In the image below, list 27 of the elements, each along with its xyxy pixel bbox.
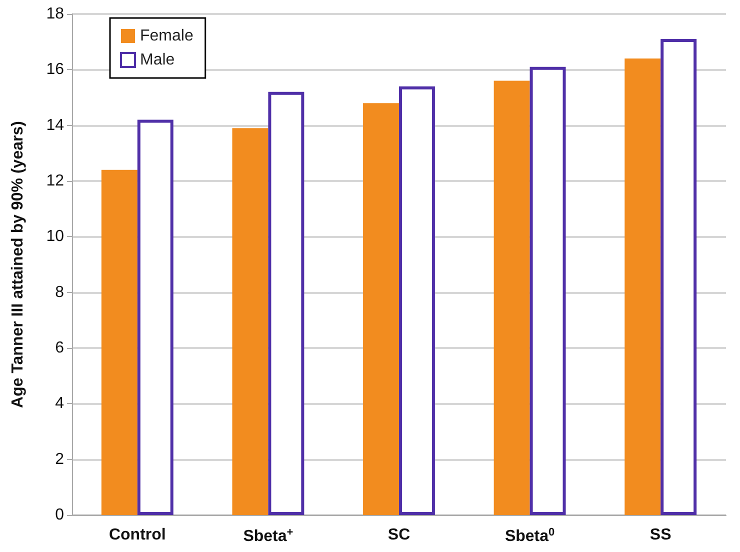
bar <box>624 58 661 515</box>
bar <box>232 128 268 515</box>
y-tick-label: 16 <box>46 61 64 78</box>
x-tick-label: Sbeta+ <box>243 526 294 545</box>
x-tick-label: Control <box>108 526 166 544</box>
bar <box>530 66 566 515</box>
bar <box>494 80 530 515</box>
y-tick-label: 0 <box>55 506 64 524</box>
bar <box>137 120 174 515</box>
x-tick-label: SS <box>650 526 672 544</box>
y-tick-label: 12 <box>46 172 64 190</box>
y-tick-label: 14 <box>46 116 64 134</box>
y-tick-label: 10 <box>46 228 64 246</box>
y-tick-label: 6 <box>55 340 64 356</box>
bar <box>268 92 304 515</box>
legend-label: Female <box>140 28 194 44</box>
y-tick-label: 8 <box>55 284 64 301</box>
legend-label: Male <box>140 52 175 68</box>
y-tick-label: 2 <box>55 450 64 468</box>
y-tick-label: 18 <box>46 6 64 22</box>
bar <box>399 86 435 515</box>
bar <box>101 170 138 515</box>
y-axis-title: Age Tanner III attained by 90% (years) <box>10 121 26 408</box>
bar <box>363 103 399 515</box>
x-tick-label: SC <box>388 526 411 544</box>
bar <box>660 39 697 515</box>
y-tick-label: 4 <box>55 395 64 412</box>
